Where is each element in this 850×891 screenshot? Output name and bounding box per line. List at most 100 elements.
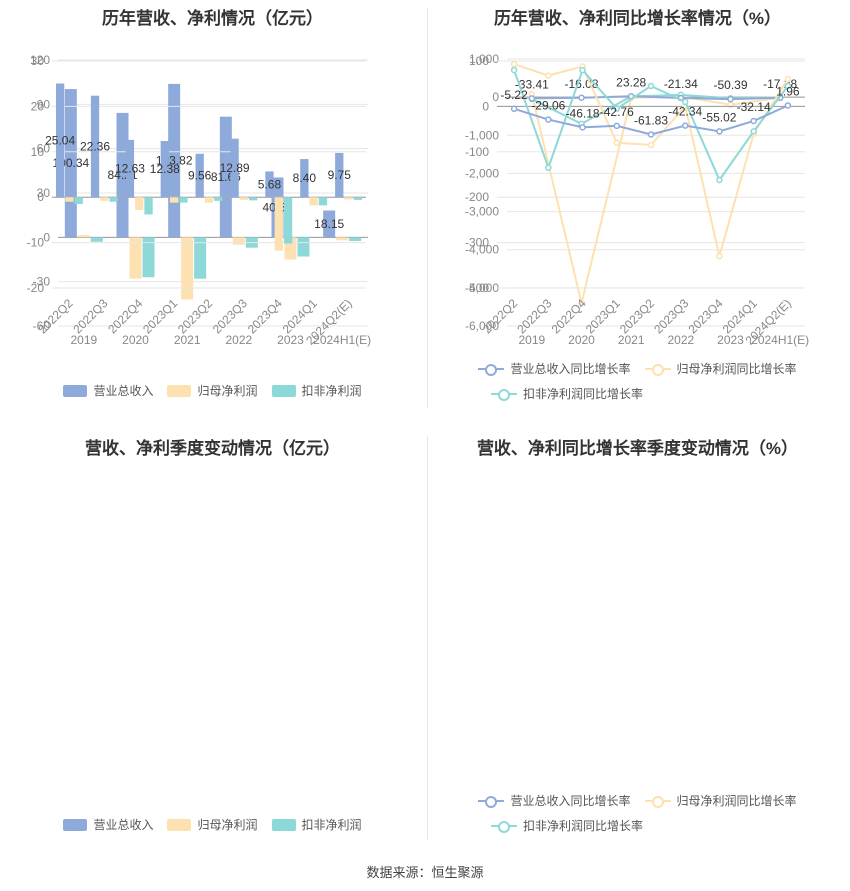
y-tick-label: 10: [31, 145, 45, 159]
legend-item-net-profit[interactable]: 归母净利润: [167, 816, 258, 833]
bar-deducted-profit: [90, 237, 103, 242]
bar-deducted-profit: [318, 197, 328, 206]
bar-net-profit: [336, 237, 349, 241]
data-point: [784, 82, 792, 90]
annual-bar-plot: -60-300306090120100.3484.21103.8281.6640…: [30, 53, 371, 347]
bar-deducted-profit: [349, 237, 362, 242]
chart-title: 营收、净利季度变动情况（亿元）: [85, 439, 340, 458]
y-tick-label: -30: [33, 275, 51, 289]
data-label: -61.83: [634, 113, 668, 127]
y-tick-label: 30: [31, 54, 45, 68]
data-point: [545, 72, 552, 79]
x-tick-label: 2022: [667, 333, 694, 347]
y-tick-label: -10: [27, 236, 45, 250]
legend-item-revenue[interactable]: 营业总收入: [63, 816, 153, 833]
bar-net-profit: [135, 197, 144, 210]
legend-item-deducted-profit[interactable]: 扣非净利润: [271, 382, 362, 399]
bar-deducted-profit: [297, 237, 310, 257]
data-label: -32.14: [737, 100, 771, 114]
data-point: [579, 124, 586, 131]
panel-divider-bottom: [427, 436, 428, 840]
data-point: [784, 75, 792, 83]
bar-deducted-profit: [353, 197, 363, 200]
y-tick-label: 30: [37, 186, 51, 200]
x-tick-label: 2024H1(E): [313, 333, 371, 347]
data-label: -21.34: [664, 77, 698, 91]
data-label: 12.38: [150, 162, 180, 176]
y-tick-label: -100: [465, 145, 489, 159]
bar-revenue: [335, 152, 344, 198]
y-tick-label: -20: [27, 281, 45, 295]
legend-item-net-profit-growth[interactable]: 归母净利润同比增长率: [644, 792, 797, 809]
annual-growth-rate-chart: 历年营收、净利同比增长率情况（%） -6,000 -5,000 -4,000 -3,0…: [425, 0, 850, 430]
legend-item-revenue[interactable]: 营业总收入: [63, 382, 153, 399]
legend-item-net-profit[interactable]: 归母净利润: [167, 382, 258, 399]
legend-item-deducted-profit[interactable]: 扣非净利润: [271, 816, 362, 833]
bar-revenue: [90, 95, 100, 198]
data-label: -29.06: [531, 99, 565, 113]
chart-title: 营收、净利同比增长率季度变动情况（%）: [476, 439, 799, 458]
bar-revenue: [323, 210, 336, 238]
bar-deducted-profit: [214, 197, 223, 201]
data-label: 5.68: [258, 177, 282, 191]
y-tick-label: 120: [30, 53, 50, 67]
bar-net-profit: [204, 197, 214, 203]
data-point: [510, 105, 518, 113]
chart-title: 历年营收、净利同比增长率情况（%）: [493, 9, 782, 28]
x-tick-label: 2020: [568, 333, 595, 347]
y-tick-label: 0: [43, 230, 50, 244]
data-point: [613, 105, 621, 112]
data-point: [681, 98, 689, 106]
y-tick-label: 1,000: [469, 52, 499, 66]
legend-item-net-profit-growth[interactable]: 归母净利润同比增长率: [644, 360, 797, 377]
y-tick-label: -2,000: [465, 166, 499, 180]
bar-revenue: [219, 116, 232, 238]
y-tick-label: 100: [469, 54, 489, 68]
legend-item-revenue-growth[interactable]: 营业总收入同比增长率: [478, 360, 631, 377]
chart-title: 历年营收、净利情况（亿元）: [102, 9, 323, 28]
data-point: [647, 82, 655, 90]
data-point: [716, 252, 723, 260]
data-label: 23.28: [616, 75, 646, 89]
bar-revenue: [160, 140, 169, 198]
bar-revenue: [300, 159, 309, 198]
x-tick-label: 2022: [225, 333, 252, 347]
bar-net-profit: [77, 235, 90, 238]
data-point: [727, 95, 734, 103]
bar-revenue: [265, 171, 274, 198]
bar-net-profit: [274, 197, 283, 251]
bar-net-profit: [309, 197, 318, 206]
y-tick-label: -5,000: [465, 281, 499, 295]
bar-revenue: [55, 83, 65, 198]
data-point: [510, 60, 518, 68]
data-label: -42.34: [668, 105, 702, 119]
data-point: [784, 102, 792, 109]
data-point: [578, 94, 585, 102]
y-tick-label: -300: [465, 236, 489, 250]
bar-net-profit: [181, 237, 194, 300]
y-tick-label: 60: [37, 142, 51, 156]
data-label: -42.76: [600, 105, 634, 119]
legend-item-deducted-growth[interactable]: 扣非净利润同比增长率: [491, 385, 643, 402]
bar-net-profit: [169, 197, 179, 203]
bar-revenue: [195, 153, 204, 198]
bar-revenue: [230, 138, 239, 198]
chart-legend: 营业总收入同比增长率 归母净利润同比增长率 扣非净利润同比增长率: [425, 792, 850, 842]
chart-legend: 营业总收入同比增长率 归母净利润同比增长率 扣非净利润同比增长率: [425, 360, 850, 410]
data-point: [528, 95, 536, 102]
legend-item-deducted-growth[interactable]: 扣非净利润同比增长率: [491, 817, 643, 834]
data-label: 25.04: [45, 133, 75, 147]
data-label: 18.15: [314, 217, 344, 231]
bar-deducted-profit: [179, 197, 188, 203]
y-tick-label: -3,000: [465, 205, 499, 219]
data-label: 1.96: [776, 85, 800, 99]
y-tick-label: -4,000: [465, 243, 499, 257]
y-tick-label: 0: [482, 99, 489, 113]
data-point: [613, 122, 621, 130]
legend-item-revenue-growth[interactable]: 营业总收入同比增长率: [478, 792, 631, 809]
x-tick-label: 2019: [70, 333, 97, 347]
data-point: [545, 164, 552, 171]
data-point: [647, 141, 655, 149]
bar-deducted-profit: [283, 197, 293, 244]
data-label: 9.56: [188, 168, 212, 182]
